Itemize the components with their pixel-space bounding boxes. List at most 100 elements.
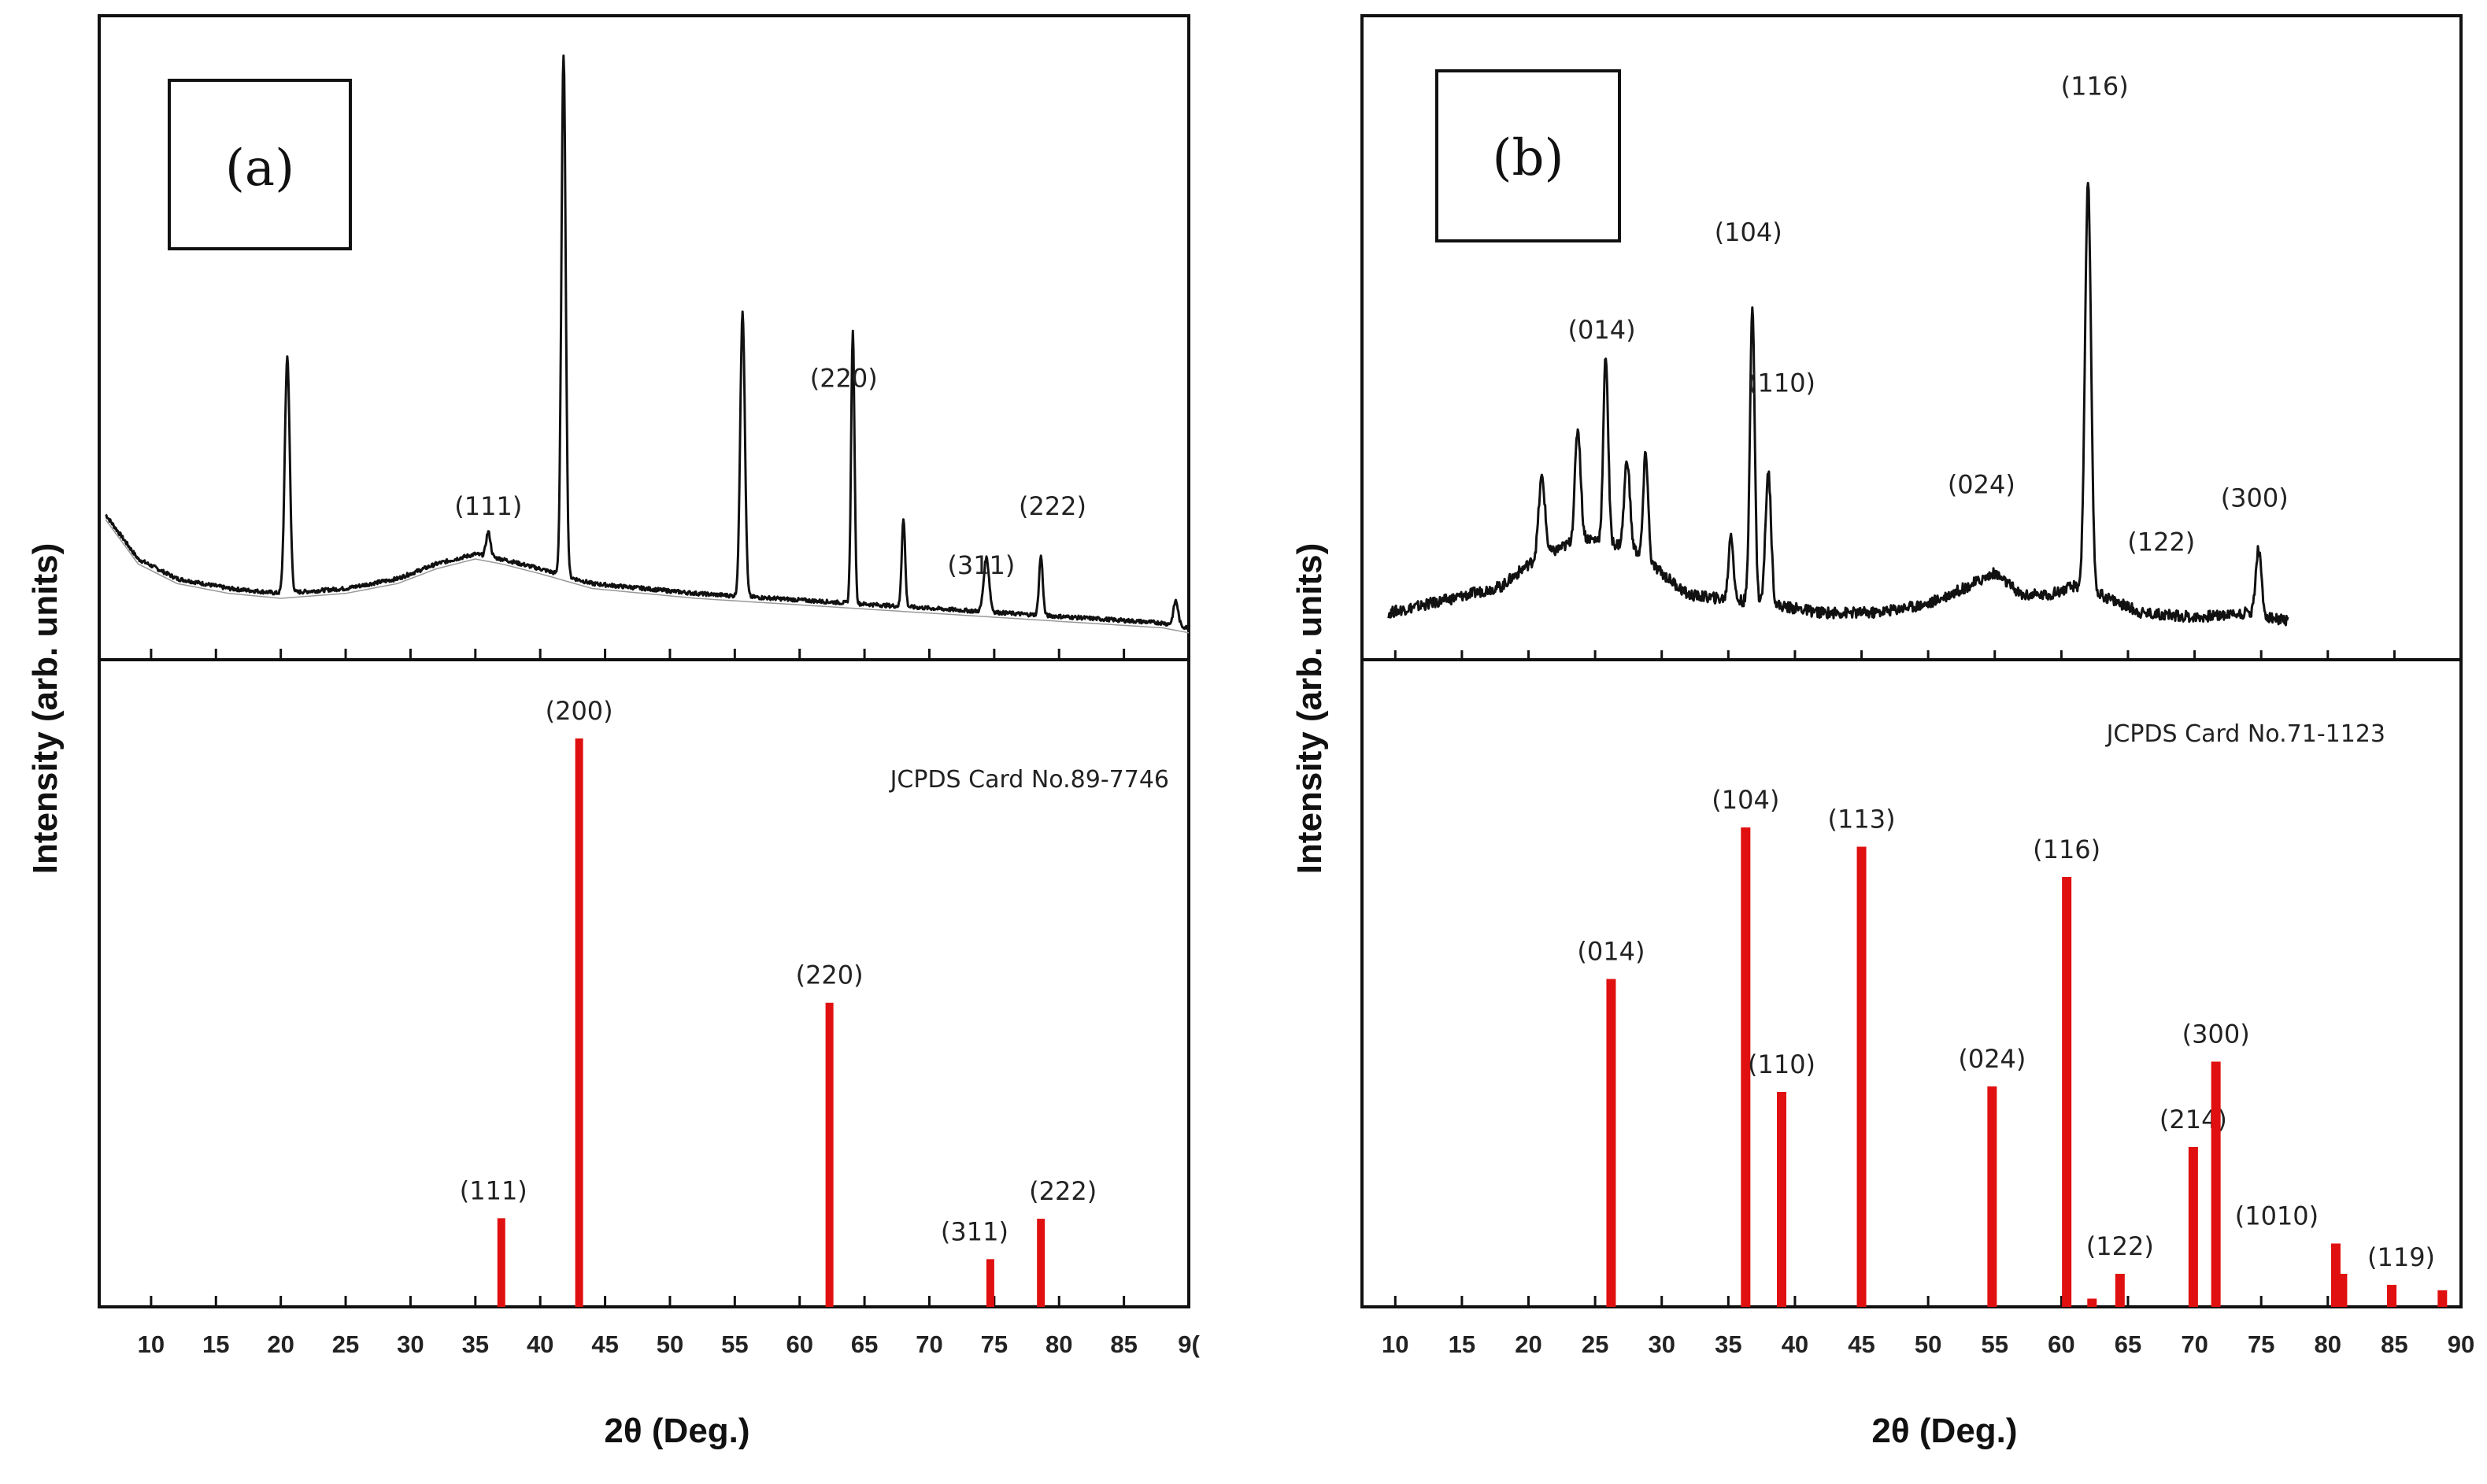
panel-a-x-tick-label: 9(	[1178, 1330, 1200, 1358]
panel-b-measured-peak-label: (014)	[1568, 315, 1636, 345]
panel-b-y-axis-title: Intensity (arb. units)	[1290, 543, 1329, 874]
panel-a-reference-peak-label: (220)	[796, 960, 864, 990]
panel-b-x-tick-label: 50	[1915, 1330, 1941, 1358]
panel-a-x-tick-label: 40	[527, 1330, 553, 1358]
panel-b-x-tick-label: 85	[2381, 1330, 2407, 1358]
panel-b-reference-bar	[1777, 1092, 1787, 1307]
panel-b-reference-peak-label: (113)	[1828, 805, 1896, 835]
panel-b-reference-bar	[1606, 979, 1616, 1307]
panel-b-measured-peak-label: (122)	[2127, 527, 2195, 557]
panel-b-reference-pattern: (014)(104)(110)(113)(024)(116)(122)(214)…	[1577, 785, 2448, 1307]
panel-a-measured-line	[105, 54, 1190, 631]
panel-b-x-tick-label: 35	[1715, 1330, 1741, 1358]
panel-b-reference-bar	[2115, 1274, 2125, 1307]
panel-a-measured-peak-label: (220)	[810, 363, 878, 393]
panel-b-measured-line	[1387, 181, 2289, 627]
panel-b-x-tick-label: 40	[1782, 1330, 1808, 1358]
panel-a-x-axis-title: 2θ (Deg.)	[604, 1412, 749, 1450]
panel-b-x-tick-label: 60	[2048, 1330, 2074, 1358]
panel-b-reference-peak-label: (122)	[2086, 1231, 2154, 1261]
panel-a-reference-peak-label: (200)	[546, 696, 613, 726]
panel-b-reference-bar	[1856, 846, 1867, 1307]
panel-a-letter-box	[168, 79, 352, 250]
panel-b-x-tick-label: 65	[2115, 1330, 2141, 1358]
panel-b-reference-bar	[2211, 1061, 2221, 1307]
panel-b-reference-peak-label: (104)	[1712, 785, 1779, 815]
panel-a-measured-peak-label: (111)	[454, 491, 522, 521]
panel-a-measured-pattern: (111)(200)(220)(311)(222)	[105, 54, 1190, 634]
panel-b-reference-bar	[1741, 827, 1751, 1307]
panel-b-x-tick-label: 70	[2181, 1330, 2208, 1358]
panel-b-x-tick-label: 20	[1515, 1330, 1541, 1358]
panel-a-x-tick-label: 25	[332, 1330, 359, 1358]
panel-a-x-tick-label: 15	[202, 1330, 229, 1358]
panel-a-reference-peak-label: (311)	[941, 1216, 1008, 1246]
panel-a-x-tick-label: 20	[267, 1330, 294, 1358]
panel-a-reference-bar	[575, 738, 583, 1307]
panel-b-x-tick-label: 10	[1382, 1330, 1408, 1358]
panel-a-x-tick-label: 55	[721, 1330, 748, 1358]
panel-b-reference-peak-label: (024)	[1958, 1044, 2026, 1074]
panel-b-reference-bar	[2337, 1274, 2348, 1307]
panel-a-x-ticks: 10 15 20 25 30 35 40 45 50 55 60 65 70 75 80 85 9(	[138, 649, 1200, 1358]
panel-a-x-tick-label: 80	[1046, 1330, 1072, 1358]
panel-b-x-tick-label: 90	[2448, 1330, 2474, 1358]
panel-b-reference-peak-label: (116)	[2033, 835, 2100, 864]
panel-b-card-title: JCPDS Card No.71-1123	[2105, 720, 2385, 748]
panel-a-x-tick-label: 60	[786, 1330, 812, 1358]
panel-b-letter: (b)	[1493, 129, 1564, 187]
panel-b-reference-peak-label: (119)	[2367, 1242, 2435, 1272]
panel-a-measured-peak-label: (311)	[947, 550, 1015, 580]
panel-b-reference-peak-label: (300)	[2182, 1020, 2250, 1049]
panel-b-x-tick-label: 15	[1449, 1330, 1475, 1358]
panel-a-background-line	[105, 519, 1190, 634]
panel-a-x-tick-label: 65	[851, 1330, 878, 1358]
panel-b-measured-peak-label: (024)	[1948, 470, 2015, 500]
panel-a-reference-bar	[497, 1218, 505, 1307]
panel-b-x-ticks: 10 15 20 25 30 35 40 45 50 55 60 65 70 75 80 85 90	[1382, 650, 2474, 1358]
panel-a-x-tick-label: 70	[916, 1330, 942, 1358]
panel-b-reference-peak-label: (014)	[1577, 937, 1645, 967]
panel-b-reference-peak-label: (110)	[1748, 1049, 1815, 1079]
panel-a-reference-bar	[825, 1002, 834, 1307]
panel-a-x-tick-label: 50	[657, 1330, 683, 1358]
panel-b-x-tick-label: 55	[1982, 1330, 2008, 1358]
panel-b-letter-box	[1435, 69, 1621, 242]
panel-a-x-tick-label: 85	[1110, 1330, 1137, 1358]
panel-a-reference-peak-label: (222)	[1029, 1176, 1097, 1206]
panel-b-x-tick-label: 30	[1648, 1330, 1675, 1358]
panel-a-reference-pattern: (111) (200) (220) (311) (222)	[460, 696, 1097, 1307]
panel-b-reference-bar	[2062, 877, 2072, 1307]
panel-a-measured-peak-label: (222)	[1019, 491, 1086, 521]
panel-a-reference-bar	[986, 1259, 994, 1307]
panel-a-y-axis-title: Intensity (arb. units)	[26, 543, 65, 874]
panel-a-letter: (a)	[225, 139, 294, 198]
panel-b-x-tick-label: 75	[2248, 1330, 2274, 1358]
panel-a-x-tick-label: 45	[591, 1330, 618, 1358]
panel-b-x-tick-label: 80	[2315, 1330, 2341, 1358]
panel-b-x-axis-title: 2θ (Deg.)	[1871, 1412, 2017, 1450]
panel-a-x-tick-label: 10	[138, 1330, 165, 1358]
panel-b-reference-bar	[2437, 1290, 2448, 1307]
panel-b-reference-bar	[2188, 1147, 2198, 1307]
panel-b-measured-peak-label: (110)	[1748, 368, 1815, 398]
panel-b-measured-peak-label: (116)	[2061, 72, 2129, 102]
panel-a: (a) Intensity (arb. units) 2θ (Deg.) JCP…	[26, 14, 1200, 1450]
panel-b: (b) Intensity (arb. units) 2θ (Deg.) JCP…	[1290, 14, 2474, 1450]
panel-b-measured-peak-label: (104)	[1715, 217, 1782, 247]
panel-a-x-tick-label: 30	[397, 1330, 424, 1358]
panel-b-reference-bar	[2087, 1298, 2097, 1307]
panel-a-reference-bar	[1037, 1219, 1046, 1307]
panel-b-x-tick-label: 45	[1848, 1330, 1875, 1358]
panel-a-x-tick-label: 35	[462, 1330, 489, 1358]
panel-b-reference-peak-label: (1010)	[2235, 1201, 2319, 1231]
panel-a-x-tick-label: 75	[981, 1330, 1008, 1358]
panel-a-card-title: JCPDS Card No.89-7746	[889, 766, 1169, 794]
panel-b-x-tick-label: 25	[1582, 1330, 1608, 1358]
panel-b-reference-bar	[2387, 1285, 2397, 1307]
panel-b-reference-bar	[1987, 1086, 1997, 1307]
panel-b-measured-pattern: (014) (104) (110) (024) (116) (122) (300)	[1387, 72, 2289, 627]
panel-b-measured-peak-label: (300)	[2221, 483, 2289, 513]
